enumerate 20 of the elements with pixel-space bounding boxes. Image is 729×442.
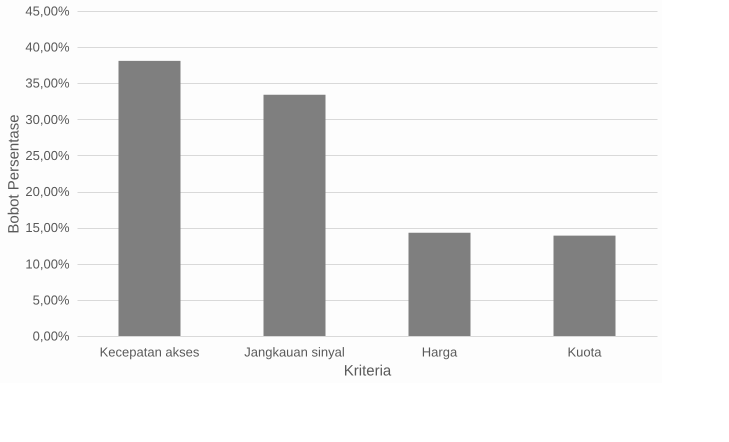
x-axis-title: Kriteria [344, 362, 392, 380]
y-tick-label: 5,00% [32, 292, 70, 308]
x-tick-label: Jangkauan sinyal [244, 344, 345, 360]
y-tick-label: 0,00% [32, 328, 70, 344]
y-axis-title: Bobot Persentase [5, 114, 22, 234]
bar [408, 232, 470, 336]
bar [118, 60, 180, 336]
x-tick-label: Kuota [568, 344, 602, 360]
x-tick-label: Harga [422, 344, 458, 360]
x-tick-label: Kecepatan akses [100, 344, 200, 360]
y-tick-label: 45,00% [25, 4, 70, 18]
y-tick-label: 20,00% [25, 184, 70, 200]
y-tick-label: 30,00% [25, 112, 70, 127]
bar [554, 236, 616, 336]
y-tick-label: 15,00% [25, 220, 70, 236]
y-tick-label: 10,00% [25, 256, 70, 272]
bar [264, 94, 326, 336]
y-tick-label: 40,00% [25, 40, 70, 55]
y-tick-label: 35,00% [25, 76, 70, 91]
y-tick-label: 25,00% [25, 148, 70, 163]
